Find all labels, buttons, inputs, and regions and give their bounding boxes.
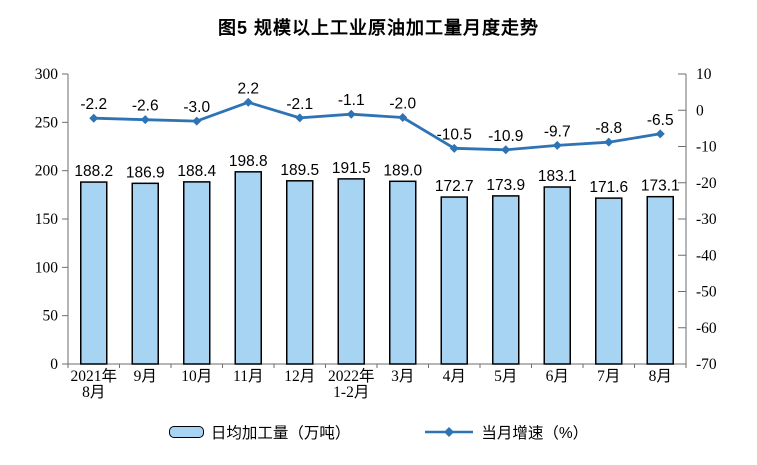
left-axis-tick-label: 200	[35, 163, 59, 180]
x-axis-category-label: 1-2月	[333, 384, 369, 401]
line-marker-icon	[501, 145, 511, 155]
right-axis-tick-label: -10	[696, 139, 717, 156]
line-value-label: -10.9	[488, 128, 523, 145]
bar-value-label: 189.0	[383, 162, 422, 179]
line-value-label: -2.1	[286, 96, 313, 113]
left-axis-tick-label: 100	[35, 259, 59, 276]
line-value-label: 2.2	[237, 80, 259, 97]
legend-line-marker-icon	[444, 427, 455, 437]
line-marker-icon	[192, 116, 202, 126]
bar-value-label: 191.5	[332, 160, 371, 177]
line-value-label: -8.8	[595, 120, 622, 137]
left-axis-tick-label: 0	[50, 356, 58, 373]
legend-line-label: 当月增速（%）	[481, 425, 589, 442]
bar	[646, 195, 674, 365]
line-marker-icon	[243, 97, 253, 107]
bar-value-label: 189.5	[280, 162, 319, 179]
bar-value-label: 173.1	[641, 178, 680, 195]
right-axis-tick-label: 0	[696, 102, 704, 119]
bar	[492, 195, 520, 365]
right-axis-tick-label: -70	[696, 356, 717, 373]
x-axis-category-label: 8月	[82, 384, 105, 401]
right-axis-tick-label: -40	[696, 247, 717, 264]
line-marker-icon	[655, 129, 665, 139]
x-axis-category-label: 3月	[391, 368, 414, 385]
right-axis-tick-label: -20	[696, 175, 717, 192]
x-axis-category-label: 8月	[649, 368, 672, 385]
line-marker-icon	[398, 113, 408, 122]
line-series-swatch-icon	[425, 427, 474, 437]
x-axis-category-label: 11月	[233, 368, 263, 385]
x-axis-category-label: 6月	[546, 368, 569, 385]
bar	[440, 196, 468, 365]
bar	[234, 171, 262, 365]
bar-value-label: 188.2	[74, 163, 113, 180]
bar-value-label: 183.1	[538, 168, 577, 185]
line-value-label: -6.5	[647, 112, 674, 129]
line-value-label: -10.5	[437, 126, 472, 143]
line-marker-icon	[140, 115, 150, 125]
bar	[543, 186, 571, 365]
left-axis-tick-label: 250	[35, 114, 59, 131]
line-marker-icon	[604, 137, 614, 147]
bar-value-label: 198.8	[229, 153, 268, 170]
x-axis-category-label: 9月	[134, 368, 157, 385]
left-axis-tick-label: 300	[35, 66, 59, 83]
bar	[286, 180, 314, 365]
bar	[337, 178, 365, 365]
left-axis-tick-label: 50	[43, 308, 59, 325]
bar-value-label: 171.6	[589, 179, 628, 196]
line-value-label: -3.0	[183, 99, 210, 116]
line-marker-icon	[449, 143, 459, 153]
x-axis-category-label: 10月	[181, 368, 212, 385]
right-axis-tick-label: -50	[696, 284, 717, 301]
bar	[595, 197, 623, 365]
line-marker-icon	[89, 113, 99, 123]
right-axis-tick-label: -60	[696, 320, 717, 337]
bar-series-swatch-icon	[168, 426, 204, 438]
x-axis-category-label: 7月	[597, 368, 620, 385]
line-value-label: -2.2	[80, 96, 107, 113]
chart-legend: 日均加工量（万吨） 当月增速（%）	[0, 421, 757, 443]
right-axis-tick-label: 10	[696, 66, 712, 83]
line-value-label: -2.0	[389, 96, 416, 113]
bar	[389, 180, 417, 365]
bar-value-label: 186.9	[126, 164, 165, 181]
line-marker-icon	[346, 109, 356, 119]
bar-value-label: 172.7	[435, 178, 474, 195]
legend-bar-label: 日均加工量（万吨）	[210, 425, 351, 442]
x-axis-category-label: 4月	[443, 368, 466, 385]
x-axis-category-label: 5月	[494, 368, 517, 385]
line-value-label: -2.6	[132, 98, 159, 115]
x-axis-category-label: 2021年	[70, 367, 117, 385]
bar-value-label: 173.9	[486, 177, 525, 194]
bar	[183, 181, 211, 365]
legend-item-bar: 日均加工量（万吨）	[168, 421, 351, 443]
x-axis-category-label: 2022年	[328, 367, 375, 385]
bar	[131, 182, 159, 365]
line-marker-icon	[552, 140, 562, 150]
line-value-label: -1.1	[338, 92, 365, 109]
left-axis-tick-label: 150	[35, 211, 59, 228]
line-value-label: -9.7	[544, 123, 571, 140]
x-axis-category-label: 12月	[284, 368, 315, 385]
right-axis-tick-label: -30	[696, 211, 717, 228]
legend-item-line: 当月增速（%）	[424, 421, 588, 443]
bar-value-label: 188.4	[177, 163, 216, 180]
line-marker-icon	[295, 113, 305, 123]
bar	[80, 181, 108, 365]
growth-line	[93, 100, 661, 152]
chart-title: 图5 规模以上工业原油加工量月度走势	[217, 18, 539, 38]
